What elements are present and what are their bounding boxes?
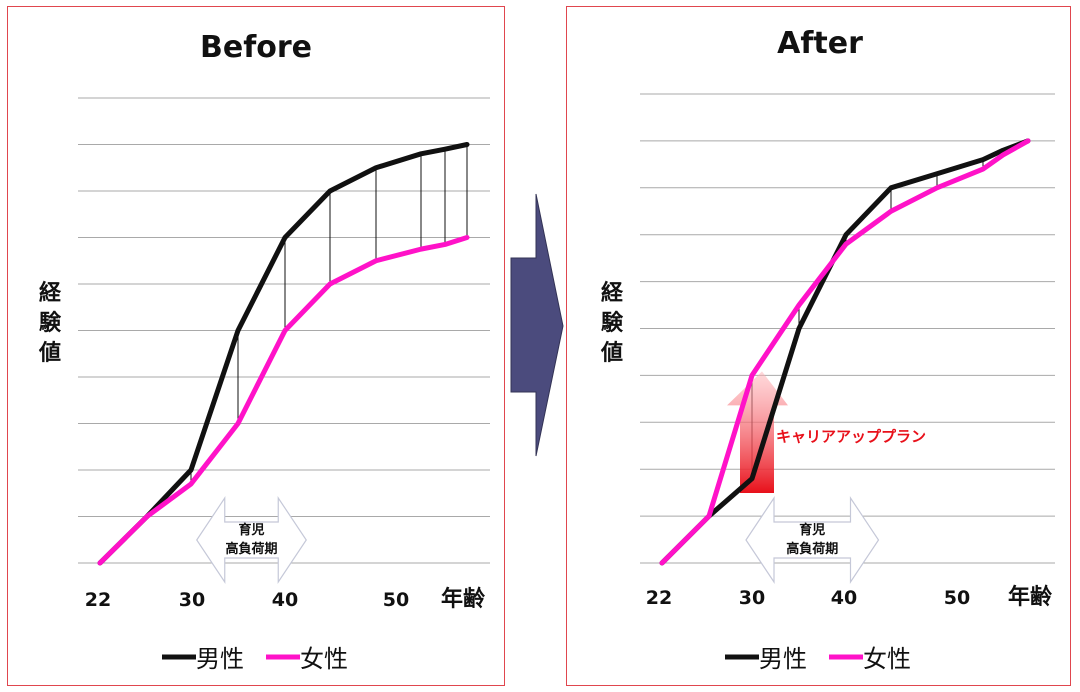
series-line-male xyxy=(659,138,1031,566)
annotation-line2: 高負荷期 xyxy=(786,541,838,557)
series-line-female xyxy=(97,235,470,566)
x-tick-label: 40 xyxy=(272,589,298,611)
annotation-line2: 高負荷期 xyxy=(225,541,277,557)
childcare-period-arrow xyxy=(196,496,307,584)
callout-label: キャリアアッププラン xyxy=(776,427,926,445)
transition-arrow-icon xyxy=(510,193,564,457)
annotation-line1: 育児 xyxy=(799,522,825,538)
annotation-line1: 育児 xyxy=(238,522,264,538)
legend-label: 女性 xyxy=(300,645,348,673)
y-axis-label: 経験値 xyxy=(600,280,624,366)
x-axis-label: 年齢 xyxy=(1008,584,1053,610)
childcare-period-arrow xyxy=(745,496,880,584)
legend-label: 男性 xyxy=(759,645,807,673)
x-tick-label: 40 xyxy=(831,587,857,609)
chart-title: Before xyxy=(200,30,312,65)
x-tick-label: 50 xyxy=(944,587,970,609)
legend-label: 男性 xyxy=(196,645,244,673)
x-axis-label: 年齢 xyxy=(441,586,486,612)
y-axis-label: 経験値 xyxy=(38,280,62,366)
series-line-female xyxy=(659,138,1031,566)
series-line-male xyxy=(97,142,470,566)
x-tick-label: 30 xyxy=(739,587,765,609)
chart-panel-before xyxy=(7,6,505,686)
x-tick-label: 30 xyxy=(179,589,205,611)
x-tick-label: 50 xyxy=(383,589,409,611)
chart-title: After xyxy=(777,26,863,61)
x-tick-label: 22 xyxy=(85,589,111,611)
legend-label: 女性 xyxy=(863,645,911,673)
x-tick-label: 22 xyxy=(646,587,672,609)
chart-panel-after xyxy=(566,6,1071,686)
